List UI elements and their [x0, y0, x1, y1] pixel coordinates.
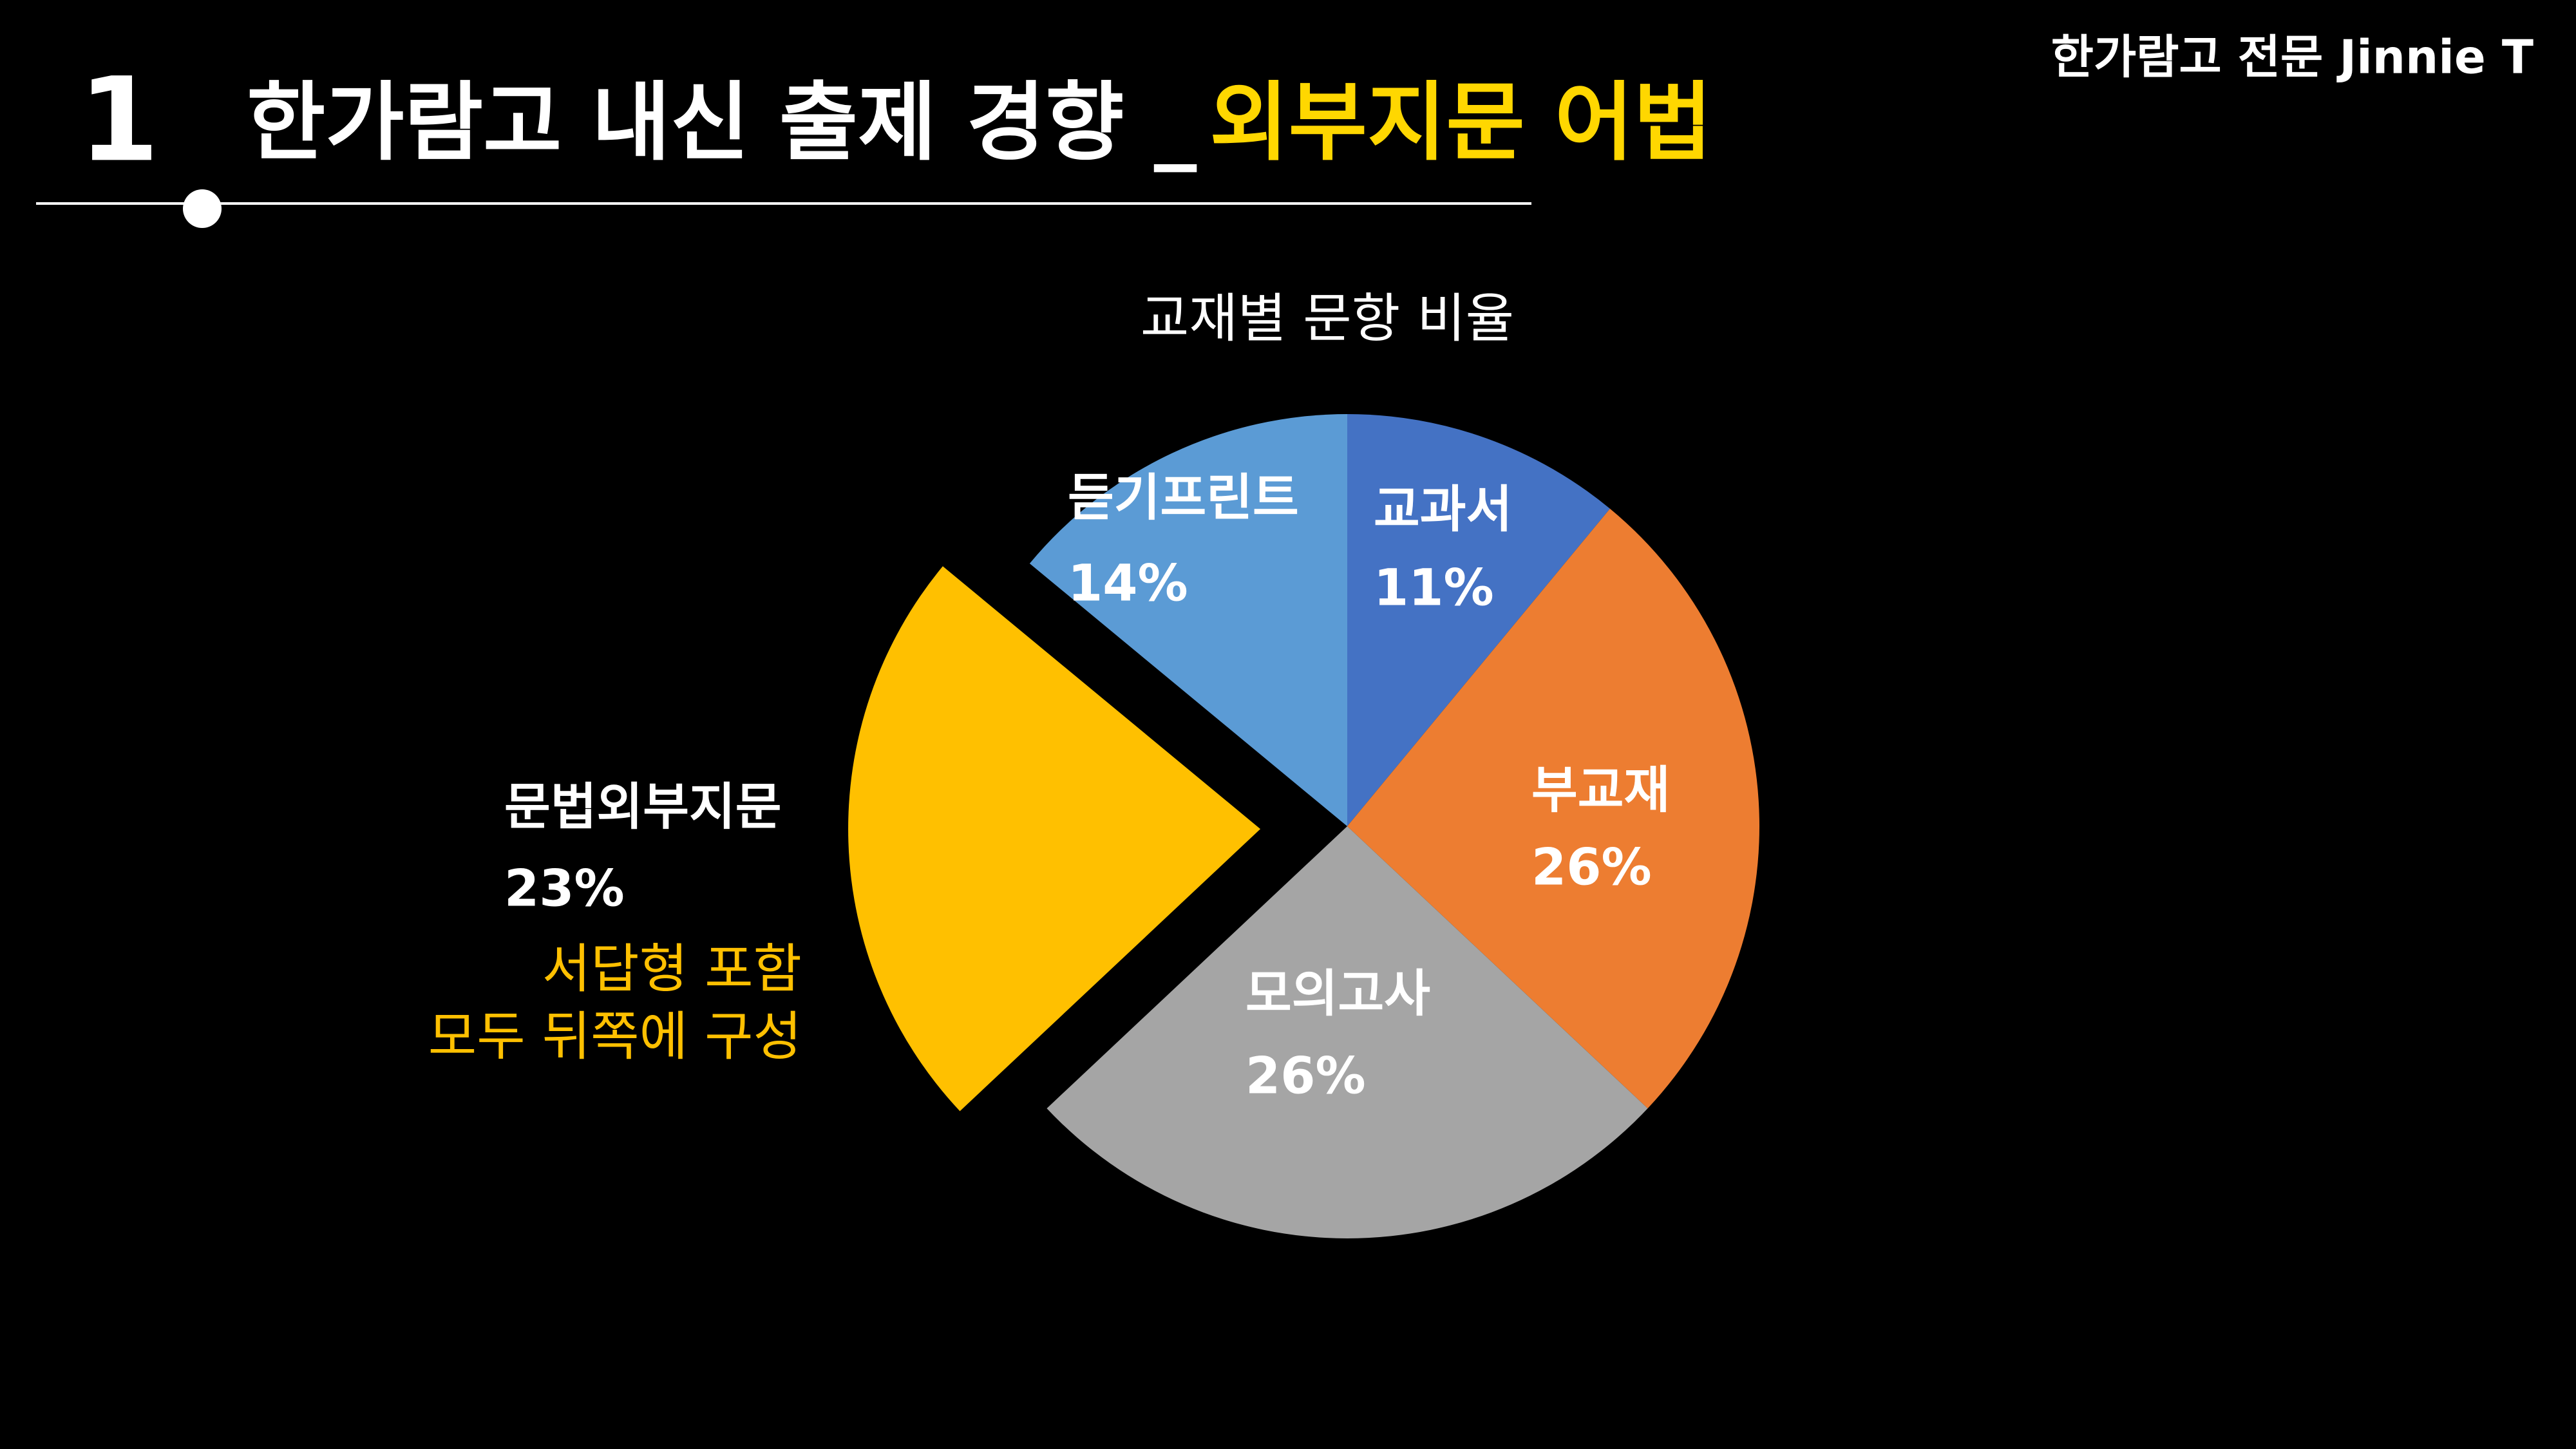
chart-title: 교재별 문항 비율 — [1141, 288, 1514, 349]
slice-label: 교과서 — [1374, 480, 1512, 538]
slice-label: 모의고사 — [1245, 965, 1430, 1023]
pie-chart — [848, 414, 1759, 1238]
pie-slice — [848, 566, 1261, 1112]
slice-label: 부교재 — [1531, 761, 1670, 819]
pie-slice — [1347, 508, 1759, 1109]
annotation: 서답형 포함 — [542, 938, 802, 999]
author: 한가람고 전문 Jinnie T — [2051, 30, 2533, 84]
title-text: 한가람고 내신 출제 경향 _ — [247, 73, 1197, 173]
slice-value: 14% — [1068, 554, 1188, 612]
slice-label: 듣기프린트 — [1068, 469, 1299, 527]
slice-value: 26% — [1531, 838, 1652, 896]
section-number: 1 — [79, 53, 159, 187]
slice-label: 문법외부지문 — [504, 778, 782, 836]
rule-dot — [183, 189, 222, 228]
pie-slice — [1046, 826, 1648, 1238]
annotation: 모두 뒤쪽에 구성 — [428, 1006, 802, 1067]
slice-value: 23% — [504, 860, 625, 918]
pie-slice — [1347, 414, 1610, 826]
pie-slice — [1029, 414, 1347, 826]
slide-title: 한가람고 내신 출제 경향 _ 외부지문 어법 — [247, 73, 1712, 173]
slice-value: 11% — [1374, 559, 1494, 617]
slice-value: 26% — [1245, 1047, 1366, 1105]
title-highlight: 외부지문 어법 — [1209, 73, 1712, 173]
